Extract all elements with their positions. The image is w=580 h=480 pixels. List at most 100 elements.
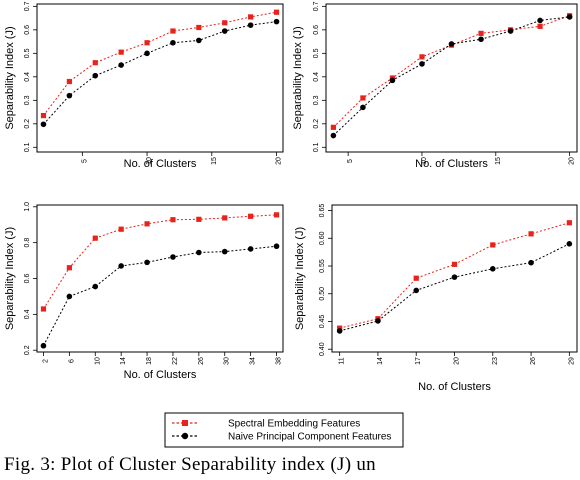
y-axis-label: Separability Index (J) <box>294 227 306 330</box>
y-tick-label: 0.7 <box>313 1 320 11</box>
data-point-spectral <box>66 265 72 271</box>
chart-panel-bottom-right: 11 14 17 20 23 26 29 0.40 0.45 0.50 0.55 0.60 0.65 No… <box>294 204 578 393</box>
x-tick-label: 10 <box>146 157 153 165</box>
data-point-spectral <box>222 20 228 26</box>
data-point-naive <box>478 36 484 43</box>
series-line-naive <box>333 16 570 136</box>
y-tick-label: 0.1 <box>313 142 320 152</box>
y-tick-label: 0.7 <box>24 1 31 11</box>
data-point-spectral <box>273 212 280 218</box>
x-axis-label: No. of Clusters <box>418 381 491 393</box>
chart-panel-bottom-left: 2 6 10 14 18 22 26 30 34 380.20.40.60.81.0No. of … <box>4 202 284 381</box>
y-tick-label: 0.3 <box>24 95 31 105</box>
data-point-naive <box>336 328 343 334</box>
data-point-naive <box>528 259 534 266</box>
y-tick-label: 0.4 <box>313 72 320 82</box>
x-tick-label: 5 <box>81 159 88 163</box>
series-line-spectral <box>43 214 277 310</box>
x-tick-label: 20 <box>276 157 283 165</box>
data-point-naive <box>566 241 573 247</box>
y-tick-label: 0.2 <box>24 345 31 355</box>
figure-caption: Fig. 3: Plot of Cluster Separability ind… <box>4 454 376 475</box>
x-axis-label: No. of Clusters <box>124 369 197 381</box>
x-tick-label: 14 <box>120 357 127 365</box>
y-tick-label: 0.5 <box>24 48 31 58</box>
data-point-naive <box>448 41 455 47</box>
x-tick-label: 38 <box>276 357 283 365</box>
x-tick-label: 2 <box>42 359 49 363</box>
x-tick-label: 22 <box>172 357 179 365</box>
data-point-naive <box>330 132 337 139</box>
data-point-naive <box>247 246 254 252</box>
legend-item-naive: Naive Principal Component Features <box>172 432 391 443</box>
data-point-naive <box>221 28 228 34</box>
y-axis-label: Separability Index (J) <box>4 26 16 129</box>
data-point-naive <box>273 18 280 25</box>
y-tick-label: 0.6 <box>24 274 31 284</box>
series-line-naive <box>43 21 277 125</box>
data-point-spectral <box>528 231 534 237</box>
data-point-spectral <box>490 242 496 248</box>
data-point-naive <box>489 265 496 272</box>
y-tick-label: 0.45 <box>319 315 326 329</box>
plot-frame <box>325 3 578 153</box>
data-point-spectral <box>248 213 254 219</box>
data-point-spectral <box>118 226 124 232</box>
data-point-spectral <box>92 235 98 241</box>
x-tick-label: 6 <box>68 359 75 363</box>
y-tick-label: 0.4 <box>24 309 31 319</box>
data-point-naive <box>40 121 47 128</box>
x-tick-label: 15 <box>211 157 218 165</box>
y-tick-label: 0.50 <box>319 287 326 301</box>
series-line-naive <box>339 243 570 332</box>
y-tick-label: 0.2 <box>313 119 320 129</box>
x-tick-label: 18 <box>146 357 153 365</box>
data-point-naive <box>413 287 420 294</box>
data-point-naive <box>419 61 425 67</box>
data-point-spectral <box>170 28 176 34</box>
legend-label-spectral: Spectral Embedding Features <box>228 419 360 430</box>
y-axis-label: Separability Index (J) <box>292 26 304 129</box>
data-point-spectral <box>566 220 572 226</box>
data-point-naive <box>66 293 73 300</box>
data-point-naive <box>118 263 124 269</box>
data-point-naive <box>92 283 99 290</box>
data-point-naive <box>118 62 124 68</box>
series-line-naive <box>43 245 277 346</box>
y-tick-label: 1.0 <box>24 202 31 212</box>
plot-frame <box>36 204 284 353</box>
y-tick-label: 0.6 <box>24 25 31 35</box>
series-line-spectral <box>333 15 570 128</box>
x-tick-label: 20 <box>569 157 576 165</box>
x-tick-label: 30 <box>224 357 231 365</box>
series-line-spectral <box>43 11 277 116</box>
data-point-spectral <box>248 14 254 20</box>
y-tick-label: 0.65 <box>319 204 326 218</box>
y-tick-label: 0.4 <box>24 72 31 82</box>
x-tick-label: 26 <box>198 357 205 365</box>
data-point-naive <box>66 92 73 99</box>
data-point-spectral <box>40 306 47 312</box>
data-point-naive <box>360 104 366 111</box>
x-tick-label: 26 <box>530 357 537 365</box>
y-tick-label: 0.3 <box>313 95 320 105</box>
x-tick-label: 17 <box>415 357 422 365</box>
data-point-naive <box>144 50 150 57</box>
data-point-naive <box>144 259 150 266</box>
x-tick-label: 23 <box>492 357 499 365</box>
data-point-spectral <box>478 30 484 36</box>
y-tick-label: 0.2 <box>24 119 31 129</box>
data-point-spectral <box>273 9 280 15</box>
data-point-spectral <box>330 124 336 130</box>
data-point-naive <box>389 77 396 84</box>
data-point-spectral <box>360 95 366 101</box>
data-point-spectral <box>413 275 419 281</box>
legend-box <box>164 412 404 448</box>
plot-frame <box>36 3 284 153</box>
x-tick-label: 10 <box>421 157 428 165</box>
data-point-spectral <box>222 215 228 221</box>
data-point-naive <box>221 248 228 255</box>
data-point-spectral <box>40 112 47 119</box>
data-point-naive <box>40 342 47 349</box>
legend-marker-naive <box>181 432 189 440</box>
